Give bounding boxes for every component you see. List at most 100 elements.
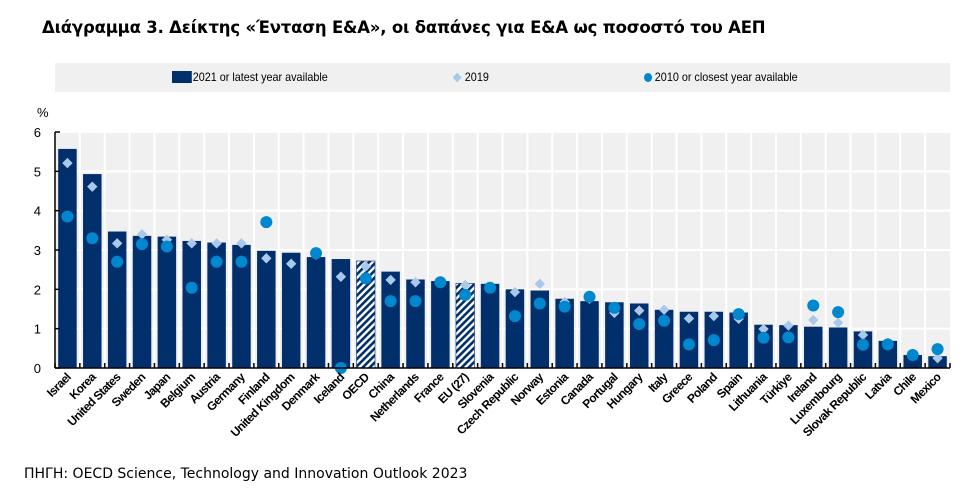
legend-item-2010: 2010 or closest year available bbox=[644, 70, 798, 84]
bar-korea bbox=[83, 174, 102, 368]
legend-dot-icon bbox=[644, 72, 653, 82]
marker-2019 bbox=[509, 286, 521, 298]
legend-label: 2021 or latest year available bbox=[192, 70, 328, 84]
legend: 2021 or latest year available 2019 2010 … bbox=[55, 63, 950, 92]
x-tick-label: Latvia bbox=[862, 370, 895, 403]
marker-2010 bbox=[757, 331, 770, 344]
x-tick-label: OECD bbox=[339, 370, 372, 403]
marker-2019 bbox=[832, 317, 844, 328]
bar-slovenia bbox=[480, 283, 500, 368]
marker-2019 bbox=[136, 229, 148, 240]
marker-2019 bbox=[932, 352, 943, 364]
bar-finland bbox=[257, 250, 276, 368]
marker-2019 bbox=[658, 304, 670, 315]
bar-china bbox=[381, 271, 400, 368]
marker-2010 bbox=[136, 238, 149, 251]
marker-2010 bbox=[434, 276, 447, 289]
marker-2010 bbox=[707, 334, 720, 347]
marker-2010 bbox=[508, 310, 521, 323]
y-axis-unit-label: % bbox=[37, 105, 49, 120]
y-tick-label: 2 bbox=[34, 282, 41, 297]
bar-netherlands bbox=[406, 279, 425, 368]
legend-label: 2019 bbox=[464, 70, 489, 84]
marker-2010 bbox=[931, 343, 944, 356]
y-tick-label: 3 bbox=[34, 243, 41, 258]
bar-norway bbox=[530, 290, 550, 368]
bar-czech-republic bbox=[505, 289, 525, 368]
bar-united-kingdom bbox=[281, 252, 301, 368]
y-tick-label: 0 bbox=[34, 361, 41, 376]
y-tick-label: 5 bbox=[34, 164, 41, 179]
legend-bar-swatch bbox=[172, 71, 192, 83]
marker-2010 bbox=[260, 216, 273, 229]
bar-sweden bbox=[132, 235, 152, 368]
bar-canada bbox=[580, 301, 599, 368]
marker-2010 bbox=[310, 247, 323, 260]
marker-2010 bbox=[633, 317, 646, 330]
y-tick-label: 6 bbox=[34, 125, 41, 140]
marker-2019 bbox=[285, 258, 297, 269]
marker-2010 bbox=[856, 338, 869, 351]
marker-2019 bbox=[683, 313, 695, 324]
marker-2010 bbox=[384, 295, 397, 308]
bar-estonia bbox=[555, 298, 574, 368]
marker-2010 bbox=[583, 290, 596, 303]
bar-hungary bbox=[629, 303, 649, 368]
legend-label: 2010 or closest year available bbox=[654, 70, 798, 84]
marker-2019 bbox=[62, 157, 73, 169]
marker-2019 bbox=[111, 238, 123, 249]
marker-2019 bbox=[87, 181, 98, 192]
marker-2010 bbox=[732, 308, 745, 321]
legend-item-2019: 2019 bbox=[452, 70, 489, 84]
marker-2010 bbox=[558, 300, 571, 313]
marker-2010 bbox=[881, 338, 894, 351]
bar-portugal bbox=[605, 302, 624, 368]
marker-2010 bbox=[61, 210, 74, 223]
bar-spain bbox=[729, 312, 748, 368]
bar-ireland bbox=[804, 326, 823, 368]
bar-germany bbox=[232, 244, 251, 368]
marker-2010 bbox=[832, 306, 845, 319]
marker-2010 bbox=[210, 255, 223, 268]
source-note: ΠΗΓΗ: OECD Science, Technology and Innov… bbox=[24, 466, 468, 482]
chart-title: Διάγραμμα 3. Δείκτης «Ένταση Ε&Α», οι δα… bbox=[42, 18, 766, 37]
bar-japan bbox=[157, 236, 177, 368]
bar-denmark bbox=[306, 257, 326, 368]
marker-2010 bbox=[608, 301, 621, 314]
marker-2019 bbox=[708, 310, 720, 322]
marker-2010 bbox=[533, 297, 546, 310]
marker-2010 bbox=[906, 349, 919, 362]
bar-belgium bbox=[182, 240, 201, 368]
y-tick-label: 4 bbox=[34, 204, 41, 219]
marker-2010 bbox=[409, 295, 422, 308]
marker-2019 bbox=[236, 238, 247, 249]
marker-2019 bbox=[857, 329, 869, 341]
marker-2019 bbox=[261, 253, 272, 264]
marker-2019 bbox=[758, 323, 769, 335]
marker-2019 bbox=[186, 238, 197, 249]
bar-united-states bbox=[107, 231, 127, 368]
marker-2019 bbox=[808, 314, 819, 326]
marker-2010 bbox=[459, 288, 472, 301]
legend-item-2021: 2021 or latest year available bbox=[172, 70, 328, 84]
marker-2019 bbox=[634, 305, 645, 316]
bar-iceland bbox=[331, 259, 351, 368]
marker-2019 bbox=[385, 274, 396, 286]
marker-2010 bbox=[782, 331, 795, 344]
marker-2019 bbox=[211, 238, 222, 249]
marker-2019 bbox=[335, 271, 347, 282]
marker-2019 bbox=[360, 261, 371, 272]
marker-2010 bbox=[359, 272, 372, 285]
y-tick-label: 1 bbox=[34, 322, 41, 337]
marker-2010 bbox=[86, 232, 99, 245]
marker-2010 bbox=[484, 281, 497, 294]
marker-2010 bbox=[185, 281, 198, 294]
marker-2010 bbox=[111, 255, 124, 268]
marker-2010 bbox=[160, 240, 173, 253]
marker-2010 bbox=[682, 338, 695, 351]
bar-israel bbox=[58, 148, 77, 368]
marker-2010 bbox=[807, 299, 820, 312]
bar-france bbox=[431, 281, 450, 368]
marker-2019 bbox=[410, 277, 421, 288]
